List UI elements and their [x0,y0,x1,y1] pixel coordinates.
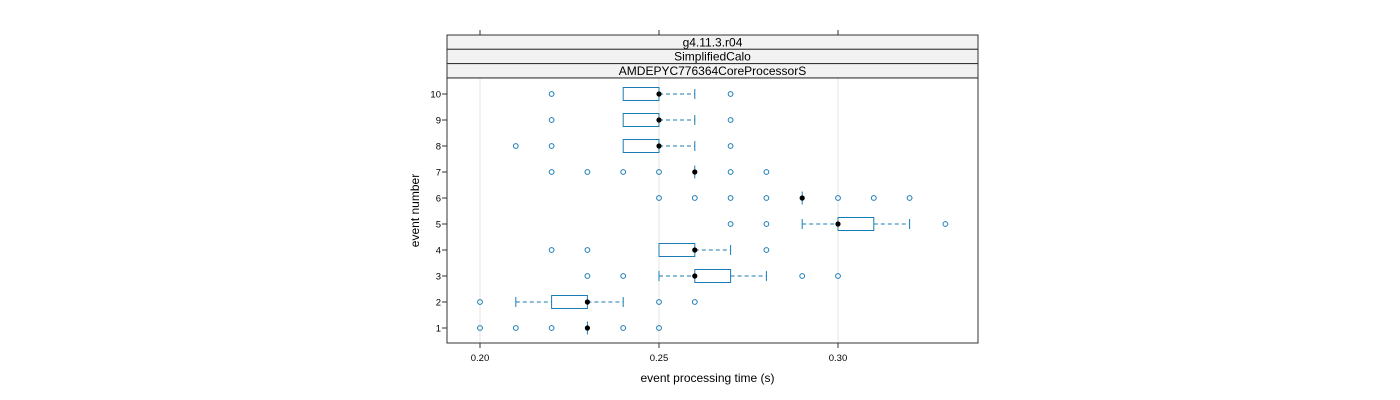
box-event-8 [512,139,734,153]
outlier-point [799,273,806,279]
y-tick-label: 1 [436,324,441,335]
outlier-point [477,299,483,305]
outlier-point [691,195,698,201]
outlier-point [584,169,591,175]
outlier-point [548,91,555,97]
outlier-point [548,117,555,123]
outlier-point [727,221,734,227]
outlier-point [548,143,555,149]
axis-layer: 0.20 0.25 0.30 1 2 3 4 5 6 7 8 9 10 [430,30,847,364]
box-event-7 [548,165,770,179]
iqr-box [622,139,660,153]
outlier-point [870,195,877,201]
outlier-point [512,143,519,149]
y-tick-label: 10 [430,90,441,101]
outlier-point [835,195,841,201]
box-event-2 [477,295,698,309]
outlier-point [620,325,627,331]
outlier-point [727,169,734,175]
box-event-9 [548,113,734,127]
outlier-point [727,91,734,97]
median-point [692,169,698,175]
box-event-6 [656,191,913,205]
strip-label: AMDEPYC776364CoreProcessorS [619,64,806,78]
outlier-point [656,169,662,175]
outlier-point [727,195,734,201]
x-axis-label: event processing time (s) [640,371,774,385]
box-event-5 [727,217,949,231]
x-tick-label: 0.30 [829,353,848,364]
y-tick-label: 4 [436,246,441,257]
y-axis-label: event number [408,174,422,247]
outlier-point [584,247,591,253]
x-tick-label: 0.25 [650,353,669,364]
y-tick-label: 7 [436,168,441,179]
outlier-point [477,325,483,331]
outlier-point [584,273,591,279]
outlier-point [548,325,555,331]
box-layer [477,87,949,335]
median-point [835,221,841,227]
median-point [656,91,662,97]
y-tick-label: 2 [436,298,441,309]
strip-panel-headers: g4.11.3.r04SimplifiedCaloAMDEPYC776364Co… [446,34,979,79]
y-tick-label: 3 [436,272,441,283]
box-event-1 [477,321,662,335]
outlier-point [620,169,627,175]
outlier-point [548,169,555,175]
y-tick-label: 8 [436,142,441,153]
outlier-point [835,273,841,279]
median-point [799,195,805,201]
y-tick-label: 6 [436,194,441,205]
strip-label: g4.11.3.r04 [683,35,743,49]
median-point [584,325,591,331]
iqr-box [694,269,732,283]
iqr-box [551,295,588,309]
outlier-point [763,169,770,175]
outlier-point [656,325,662,331]
box-event-10 [548,87,734,101]
strip-label: SimplifiedCalo [674,50,751,64]
outlier-point [727,143,734,149]
median-point [656,117,662,123]
outlier-point [620,273,627,279]
iqr-box [837,217,875,231]
outlier-point [727,117,734,123]
outlier-point [656,299,662,305]
y-tick-label: 5 [436,220,441,231]
median-point [692,247,698,253]
median-point [656,143,662,149]
iqr-box [622,113,660,127]
median-point [584,299,591,305]
outlier-point [691,299,698,305]
outlier-point [763,195,770,201]
outlier-point [763,247,770,253]
iqr-box [658,243,696,257]
x-tick-label: 0.20 [471,353,490,364]
iqr-box [622,87,660,101]
panel-frame [446,77,979,344]
y-tick-label: 9 [436,116,441,127]
outlier-point [548,247,555,253]
outlier-point [942,221,949,227]
outlier-point [512,325,519,331]
box-event-4 [548,243,770,257]
median-point [692,273,698,279]
box-event-3 [584,269,841,283]
outlier-point [763,221,770,227]
outlier-point [906,195,913,201]
outlier-point [656,195,662,201]
